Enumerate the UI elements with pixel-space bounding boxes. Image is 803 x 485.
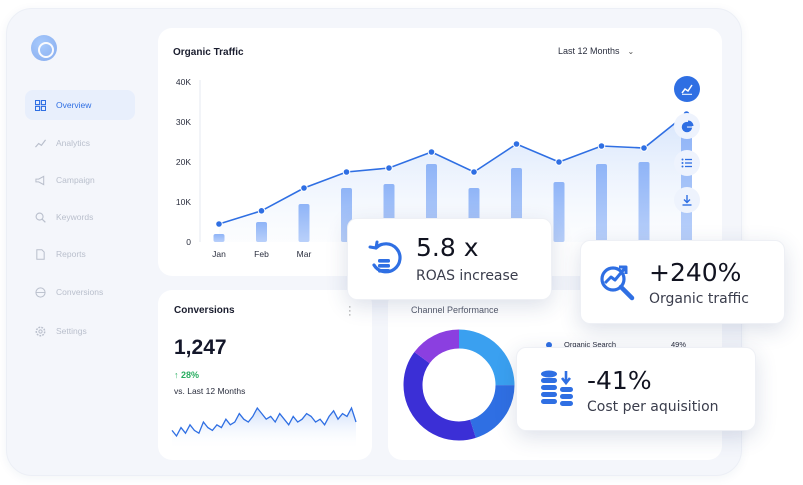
point-Jun[interactable] [427, 148, 436, 156]
point-Apr[interactable] [342, 168, 351, 176]
more-options-icon[interactable]: · · · [348, 301, 352, 321]
list-view-button[interactable] [674, 150, 700, 176]
x-tick-label: Jan [212, 249, 226, 259]
refresh-coins-icon [368, 240, 402, 274]
line-chart-icon [681, 84, 693, 95]
area-fill [219, 114, 687, 242]
sidebar-item-conversions[interactable]: Conversions [25, 277, 135, 307]
conversions-subtitle: vs. Last 12 Months [174, 386, 246, 396]
chevron-down-icon: ⌄ [627, 46, 635, 56]
y-tick-label: 0 [186, 237, 191, 247]
point-Jan[interactable] [215, 220, 223, 228]
conversions-title: Conversions [174, 305, 235, 316]
point-Mar[interactable] [300, 184, 308, 192]
date-range-value: Last 12 Months [558, 46, 620, 56]
sidebar-item-keywords[interactable]: Keywords [25, 202, 135, 232]
sidebar-item-label: Conversions [56, 287, 104, 297]
donut-segment-3[interactable] [403, 329, 515, 441]
legend-dot [546, 341, 552, 348]
legend-pct: 49% [670, 340, 686, 349]
growth-magnifier-icon [600, 265, 635, 301]
grid-icon [35, 99, 46, 111]
x-tick-label: Mar [297, 249, 312, 259]
point-Sep[interactable] [555, 158, 563, 166]
date-range-select[interactable]: Last 12 Months ⌄ [558, 46, 634, 56]
donut-segment-2[interactable] [403, 329, 515, 441]
traffic-card-title: Organic Traffic [173, 47, 244, 58]
conversions-card: Conversions · · · 1,247 ↑ 28% vs. Last 12 … [158, 290, 372, 460]
bar-Oct[interactable] [596, 164, 607, 242]
sidebar-item-label: Keywords [56, 212, 94, 222]
sidebar-item-label: Overview [56, 100, 92, 110]
point-Oct[interactable] [597, 142, 606, 150]
globe-icon [35, 286, 46, 298]
download-button[interactable] [674, 187, 700, 213]
roas-value: 5.8 x [416, 233, 479, 262]
y-tick-label: 10K [176, 197, 191, 207]
coins-down-icon [541, 370, 573, 406]
sidebar-item-label: Campaign [56, 175, 95, 185]
download-icon [682, 195, 692, 206]
organic-traffic-card: Organic Traffic Last 12 Months ⌄ 0 10K 20K… [158, 28, 722, 276]
sparkline-area [172, 408, 356, 450]
channel-title: Channel Performance [411, 305, 499, 315]
point-Jul[interactable] [470, 168, 478, 176]
channel-donut-chart [403, 329, 515, 441]
cpa-stat-card: -41% Cost per aquisition [516, 347, 756, 431]
bar-Jan[interactable] [213, 234, 225, 242]
point-May[interactable] [385, 164, 393, 172]
cpa-value: -41% [587, 366, 652, 395]
traffic-line [218, 113, 687, 225]
sidebar-item-settings[interactable]: Settings [25, 316, 135, 346]
sidebar-item-campaign[interactable]: Campaign [25, 165, 135, 195]
bar-Mar[interactable] [298, 204, 310, 242]
y-tick-label: 30K [176, 117, 191, 127]
point-Aug[interactable] [512, 140, 521, 148]
sidebar-item-label: Analytics [56, 138, 91, 148]
pie-chart-icon [681, 120, 693, 132]
conversions-sparkline [171, 406, 357, 450]
search-icon [35, 212, 46, 223]
sidebar-item-analytics[interactable]: Analytics [25, 128, 135, 158]
legend-row-organic: Organic Search 49% [546, 340, 686, 349]
sidebar-item-label: Settings [56, 326, 87, 336]
organic-traffic-label: Organic traffic [649, 291, 749, 307]
legend-label: Organic Search [564, 340, 617, 349]
sidebar: Overview Analytics Campaign Keywords [23, 35, 139, 455]
pie-chart-button[interactable] [674, 113, 700, 139]
y-tick-label: 40K [176, 77, 191, 87]
gear-icon [35, 326, 46, 336]
bar-Feb[interactable] [256, 222, 267, 242]
conversions-value: 1,247 [174, 336, 227, 359]
line-chart-button[interactable] [674, 76, 700, 102]
cpa-label: Cost per aquisition [587, 399, 719, 415]
point-Nov[interactable] [640, 144, 648, 152]
trend-icon [35, 138, 46, 148]
sidebar-item-overview[interactable]: Overview [25, 90, 135, 120]
sidebar-item-label: Reports [56, 249, 86, 259]
bar-Sep[interactable] [553, 182, 565, 242]
roas-label: ROAS increase [416, 268, 519, 284]
roas-stat-card: 5.8 x ROAS increase [347, 218, 552, 300]
bar-Dec[interactable] [681, 128, 692, 242]
list-icon [681, 158, 692, 168]
sidebar-item-reports[interactable]: Reports [25, 239, 135, 269]
x-tick-label: Feb [254, 249, 269, 259]
logo [31, 35, 57, 61]
organic-traffic-value: +240% [649, 258, 742, 287]
sparkline-line [171, 406, 357, 438]
organic-traffic-stat-card: +240% Organic traffic [580, 240, 785, 324]
conversions-delta: ↑ 28% [174, 370, 200, 380]
point-Feb[interactable] [257, 207, 266, 215]
bar-Nov[interactable] [638, 162, 650, 242]
y-tick-label: 20K [176, 157, 191, 167]
document-icon [36, 248, 45, 260]
megaphone-icon [35, 175, 45, 185]
